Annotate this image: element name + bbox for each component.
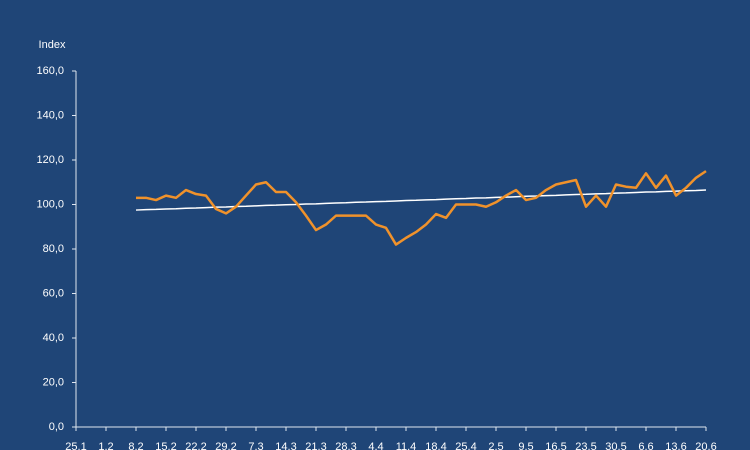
x-tick-label: 14.3: [275, 441, 296, 450]
x-tick-label: 16.5: [545, 441, 566, 450]
x-tick-label: 20.6: [695, 441, 716, 450]
y-tick-label: 160,0: [36, 65, 64, 77]
y-tick-label: 140,0: [36, 109, 64, 121]
y-tick-label: 0,0: [49, 421, 64, 433]
x-tick-label: 11.4: [396, 441, 417, 450]
x-tick-label: 21.3: [305, 441, 326, 450]
y-axis-label: Index: [39, 39, 66, 51]
x-tick-label: 9.5: [518, 441, 533, 450]
y-tick-label: 60,0: [43, 287, 64, 299]
x-tick-label: 22.2: [185, 441, 206, 450]
x-tick-label: 2.5: [488, 441, 503, 450]
x-tick-label: 30.5: [605, 441, 626, 450]
x-tick-label: 7.3: [248, 441, 263, 450]
y-tick-label: 40,0: [43, 332, 64, 344]
x-tick-label: 23.5: [575, 441, 596, 450]
y-tick-label: 100,0: [36, 198, 64, 210]
x-tick-label: 25.4: [455, 441, 476, 450]
series-line: [136, 170, 707, 246]
x-tick-label: 29.2: [215, 441, 236, 450]
x-tick-label: 6.6: [638, 441, 653, 450]
x-tick-label: 1.2: [98, 441, 113, 450]
y-tick-label: 20,0: [43, 376, 64, 388]
y-tick-label: 80,0: [43, 243, 64, 255]
x-tick-label: 4.4: [368, 441, 383, 450]
x-tick-label: 18.4: [425, 441, 446, 450]
x-tick-label: 13.6: [665, 441, 686, 450]
x-tick-label: 28.3: [335, 441, 356, 450]
x-tick-label: 15.2: [155, 441, 176, 450]
series-line: [135, 189, 707, 211]
y-tick-label: 120,0: [36, 154, 64, 166]
x-tick-label: 8.2: [128, 441, 143, 450]
x-tick-label: 25.1: [65, 441, 86, 450]
